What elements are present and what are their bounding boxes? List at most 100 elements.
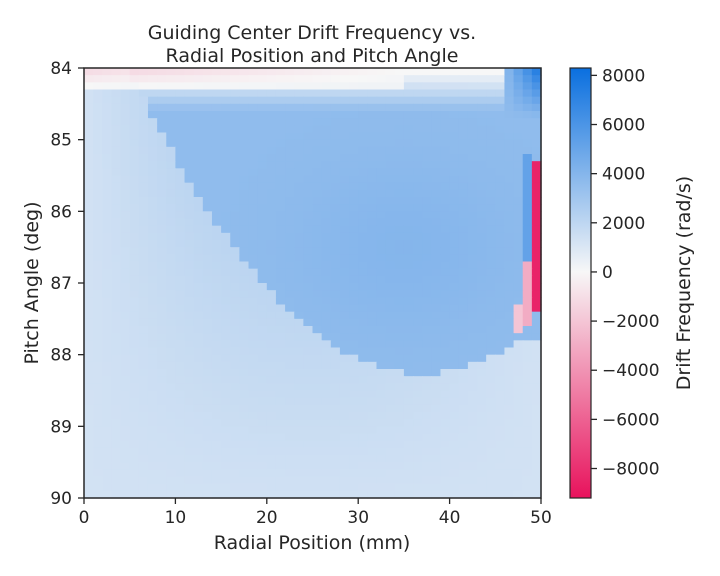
heatmap-cell	[111, 175, 122, 184]
heatmap-cell	[385, 283, 396, 291]
heatmap-cell	[467, 404, 478, 413]
heatmap-cell	[193, 139, 204, 148]
heatmap-cell	[349, 433, 359, 442]
heatmap-cell	[486, 168, 496, 177]
heatmap-cell	[166, 390, 176, 399]
heatmap-cell	[211, 318, 222, 327]
heatmap-cell	[358, 146, 368, 155]
heatmap-cell	[339, 326, 350, 334]
heatmap-cell	[138, 462, 149, 470]
heatmap-cell	[312, 218, 323, 227]
heatmap-cell	[129, 154, 140, 162]
heatmap-cell	[102, 182, 113, 191]
heatmap-cell	[175, 297, 186, 306]
heatmap-cell	[486, 290, 496, 298]
heatmap-cell	[403, 139, 414, 148]
heatmap-cell	[440, 455, 451, 463]
heatmap-cell	[422, 490, 432, 499]
heatmap-cell	[202, 290, 213, 298]
heatmap-cell	[339, 103, 350, 112]
heatmap-cell	[431, 218, 442, 227]
heatmap-cell	[303, 218, 314, 227]
heatmap-cell	[495, 340, 506, 349]
heatmap-cell	[440, 175, 451, 184]
heatmap-cell	[285, 82, 295, 91]
heatmap-cell	[531, 146, 542, 155]
heatmap-cell	[147, 347, 158, 356]
heatmap-cell	[248, 82, 259, 91]
heatmap-cell	[339, 333, 350, 341]
heatmap-cell	[422, 240, 432, 248]
heatmap-cell	[312, 455, 323, 463]
heatmap-cell	[157, 354, 167, 363]
heatmap-cell	[504, 68, 515, 76]
heatmap-cell	[358, 168, 368, 177]
heatmap-cell	[486, 376, 496, 384]
heatmap-cell	[294, 268, 304, 277]
heatmap-cell	[522, 118, 533, 126]
heatmap-cell	[147, 268, 158, 277]
heatmap-cell	[138, 103, 149, 112]
heatmap-cell	[93, 75, 103, 83]
heatmap-cell	[531, 182, 542, 191]
heatmap-cell	[303, 175, 314, 184]
heatmap-cell	[93, 383, 103, 392]
heatmap-cell	[257, 68, 268, 76]
heatmap-cell	[193, 232, 204, 241]
heatmap-cell	[349, 75, 359, 83]
heatmap-cell	[339, 261, 350, 270]
heatmap-cell	[413, 232, 423, 241]
heatmap-cell	[221, 182, 231, 191]
heatmap-cell	[221, 139, 231, 148]
heatmap-cell	[522, 204, 533, 212]
heatmap-cell	[257, 161, 268, 169]
heatmap-cell	[376, 261, 387, 270]
heatmap-cell	[376, 483, 387, 492]
heatmap-cell	[230, 111, 240, 119]
heatmap-cell	[312, 139, 323, 148]
heatmap-cell	[449, 290, 460, 298]
heatmap-cell	[129, 132, 140, 141]
heatmap-cell	[367, 154, 378, 162]
heatmap-cell	[467, 433, 478, 442]
heatmap-cell	[257, 154, 268, 162]
heatmap-cell	[403, 125, 414, 134]
heatmap-cell	[422, 182, 432, 191]
heatmap-cell	[394, 96, 405, 105]
heatmap-cell	[312, 211, 323, 220]
heatmap-cell	[522, 168, 533, 177]
heatmap-cell	[84, 404, 94, 413]
heatmap-cell	[175, 347, 186, 356]
heatmap-cell	[330, 297, 341, 306]
heatmap-cell	[211, 476, 222, 485]
heatmap-cell	[422, 369, 432, 377]
heatmap-cell	[330, 247, 341, 255]
heatmap-cell	[294, 390, 304, 399]
heatmap-cell	[367, 89, 378, 98]
heatmap-cell	[129, 447, 140, 456]
heatmap-cell	[376, 290, 387, 298]
heatmap-cell	[157, 340, 167, 349]
heatmap-cell	[266, 240, 277, 248]
heatmap-cell	[422, 68, 432, 76]
heatmap-cell	[349, 103, 359, 112]
heatmap-cell	[376, 175, 387, 184]
heatmap-cell	[239, 275, 250, 284]
heatmap-cell	[431, 376, 442, 384]
heatmap-cell	[458, 476, 469, 485]
heatmap-cell	[358, 440, 368, 449]
heatmap-cell	[166, 96, 176, 105]
heatmap-cell	[477, 168, 487, 177]
heatmap-cell	[321, 390, 332, 399]
heatmap-cell	[403, 426, 414, 435]
heatmap-cell	[403, 218, 414, 227]
heatmap-cell	[193, 440, 204, 449]
heatmap-cell	[211, 161, 222, 169]
heatmap-cell	[285, 390, 295, 399]
heatmap-cell	[166, 218, 176, 227]
heatmap-cell	[211, 390, 222, 399]
heatmap-cell	[504, 118, 515, 126]
heatmap-cell	[147, 447, 158, 456]
heatmap-cell	[202, 211, 213, 220]
heatmap-cell	[230, 390, 240, 399]
